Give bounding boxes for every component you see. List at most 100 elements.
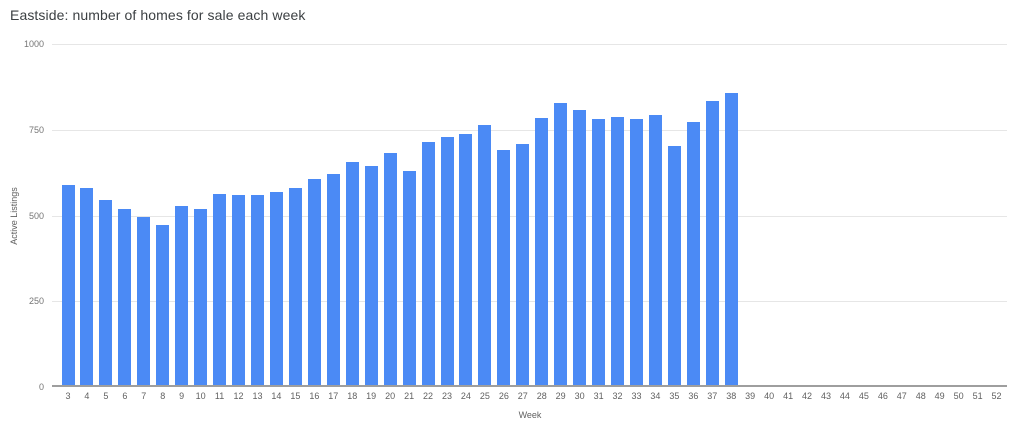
x-tick-label-10: 10 [195,391,206,401]
x-tick-label-17: 17 [328,391,339,401]
bar-week-10 [194,209,208,385]
x-tick-label-8: 8 [160,391,166,401]
bar-week-3 [61,184,75,385]
bar-week-11 [213,194,227,385]
x-tick-label-25: 25 [479,391,490,401]
bar-week-28 [535,117,549,385]
y-tick-label-0: 0 [38,382,44,392]
x-tick-label-5: 5 [103,391,109,401]
x-tick-label-7: 7 [141,391,147,401]
x-tick-label-19: 19 [366,391,377,401]
x-tick-label-45: 45 [858,391,869,401]
bar-week-4 [80,188,94,385]
x-tick-label-46: 46 [877,391,888,401]
x-tick-label-33: 33 [631,391,642,401]
x-tick-label-34: 34 [650,391,661,401]
bar-week-23 [440,136,454,385]
x-tick-label-37: 37 [707,391,718,401]
x-tick-label-14: 14 [271,391,282,401]
x-tick-label-49: 49 [934,391,945,401]
bar-week-9 [175,205,189,385]
x-tick-label-20: 20 [385,391,396,401]
bar-week-5 [99,200,113,385]
x-tick-label-50: 50 [953,391,964,401]
x-tick-label-22: 22 [423,391,434,401]
x-tick-label-38: 38 [726,391,737,401]
x-tick-label-3: 3 [65,391,71,401]
bar-week-15 [288,188,302,385]
x-tick-label-52: 52 [991,391,1002,401]
bar-week-16 [307,179,321,385]
bar-week-20 [383,153,397,385]
x-tick-label-9: 9 [179,391,185,401]
x-tick-label-48: 48 [915,391,926,401]
x-tick-label-23: 23 [441,391,452,401]
chart-title: Eastside: number of homes for sale each … [10,7,306,23]
bar-week-6 [118,208,132,385]
y-tick-label-1000: 1000 [23,39,44,49]
x-tick-label-12: 12 [233,391,244,401]
bar-week-7 [137,217,151,385]
x-tick-label-21: 21 [404,391,415,401]
plot-area [52,44,1007,387]
x-tick-label-39: 39 [745,391,756,401]
gridline [52,215,1007,217]
x-tick-label-15: 15 [290,391,301,401]
x-tick-label-42: 42 [802,391,813,401]
x-tick-label-32: 32 [612,391,623,401]
bar-week-36 [686,121,700,385]
bar-week-38 [724,92,738,385]
bar-week-13 [251,194,264,385]
y-tick-label-250: 250 [28,296,44,307]
bar-week-27 [516,144,530,385]
x-tick-label-28: 28 [536,391,547,401]
x-tick-label-26: 26 [498,391,509,401]
bar-week-8 [156,225,170,385]
bar-week-21 [402,170,416,385]
bar-week-18 [345,162,359,385]
x-tick-label-30: 30 [574,391,585,401]
x-tick-label-47: 47 [896,391,907,401]
bar-week-34 [648,115,662,385]
bar-week-25 [478,124,492,385]
bar-week-22 [421,142,435,385]
bar-week-37 [705,101,719,385]
gridline [52,129,1007,131]
x-tick-label-6: 6 [122,391,128,401]
y-tick-label-750: 750 [28,124,44,135]
x-tick-label-41: 41 [783,391,794,401]
y-tick-label-500: 500 [28,210,44,221]
x-tick-label-4: 4 [84,391,90,401]
x-tick-label-36: 36 [688,391,699,401]
bar-week-12 [232,194,246,385]
bar-week-33 [630,119,643,385]
bar-week-30 [573,109,587,385]
x-tick-label-24: 24 [460,391,471,401]
x-tick-label-27: 27 [517,391,528,401]
x-tick-label-13: 13 [252,391,263,401]
x-tick-label-11: 11 [214,391,225,401]
gridline [52,44,1007,45]
x-axis-baseline [52,385,1007,387]
bar-week-32 [611,117,625,385]
x-tick-label-31: 31 [593,391,604,401]
bar-week-19 [364,166,378,385]
x-tick-label-16: 16 [309,391,320,401]
bar-week-14 [269,192,283,385]
bar-week-24 [459,133,473,385]
x-tick-label-43: 43 [820,391,831,401]
x-tick-label-40: 40 [764,391,775,401]
x-tick-label-35: 35 [669,391,680,401]
x-tick-label-18: 18 [347,391,358,401]
bar-week-31 [592,118,606,385]
x-axis-title: Week [518,410,542,420]
gridline [52,301,1007,303]
bar-week-17 [326,174,340,385]
bar-week-26 [497,150,511,385]
x-tick-label-51: 51 [972,391,983,401]
bar-week-29 [554,103,568,385]
bar-week-35 [667,146,681,385]
x-tick-label-29: 29 [555,391,566,401]
x-tick-label-44: 44 [839,391,850,401]
